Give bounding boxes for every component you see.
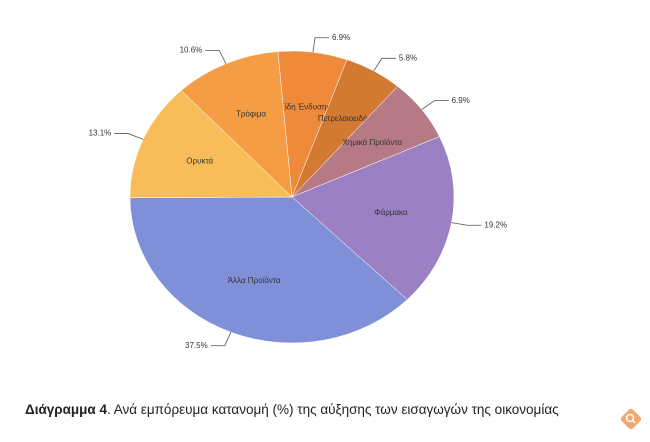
value-label: 37.5% bbox=[185, 341, 208, 350]
leader-line bbox=[373, 57, 396, 72]
caption: Διάγραμμα 4. Ανά εμπόρευμα κατανομή (%) … bbox=[25, 402, 559, 417]
leader-line bbox=[312, 37, 330, 53]
slice-label: Είδη Ένδυσης bbox=[280, 102, 331, 111]
leader-line bbox=[451, 222, 482, 226]
value-label: 13.1% bbox=[89, 129, 112, 138]
icon-shape bbox=[620, 408, 642, 430]
leader-line bbox=[114, 133, 144, 140]
leader-line bbox=[210, 332, 232, 347]
icon-handle bbox=[631, 419, 636, 424]
pie-slice bbox=[129, 90, 293, 199]
leader-line bbox=[205, 49, 227, 64]
slice-label: Ορυκτά bbox=[186, 156, 213, 165]
slice-label: Άλλα Προϊόντα bbox=[228, 276, 281, 285]
slice-label: Φάρμακα bbox=[374, 208, 408, 217]
caption-text: . Ανά εμπόρευμα κατανομή (%) της αύξησης… bbox=[107, 402, 559, 417]
value-label: 19.2% bbox=[484, 220, 507, 229]
pie-slice bbox=[291, 136, 455, 300]
value-label: 6.9% bbox=[332, 33, 350, 42]
slice-label: Χημικά Προϊόντα bbox=[343, 138, 403, 147]
value-label: 10.6% bbox=[180, 45, 203, 54]
leader-line bbox=[421, 100, 449, 110]
slice-label: Τρόφιμα bbox=[236, 109, 266, 118]
value-label: 5.8% bbox=[399, 53, 417, 62]
caption-label: Διάγραμμα 4 bbox=[25, 402, 107, 417]
chart: Είδη Ένδυσης 6.9% Πετρελαιοειδή 5.8% Χημικά … bbox=[89, 33, 508, 350]
zoom-icon[interactable] bbox=[620, 408, 642, 430]
icon-glass bbox=[625, 413, 635, 423]
slice-label: Πετρελαιοειδή bbox=[318, 114, 368, 123]
value-label: 6.9% bbox=[452, 96, 470, 105]
pie-slice bbox=[129, 196, 408, 344]
pie-slice bbox=[180, 51, 293, 198]
